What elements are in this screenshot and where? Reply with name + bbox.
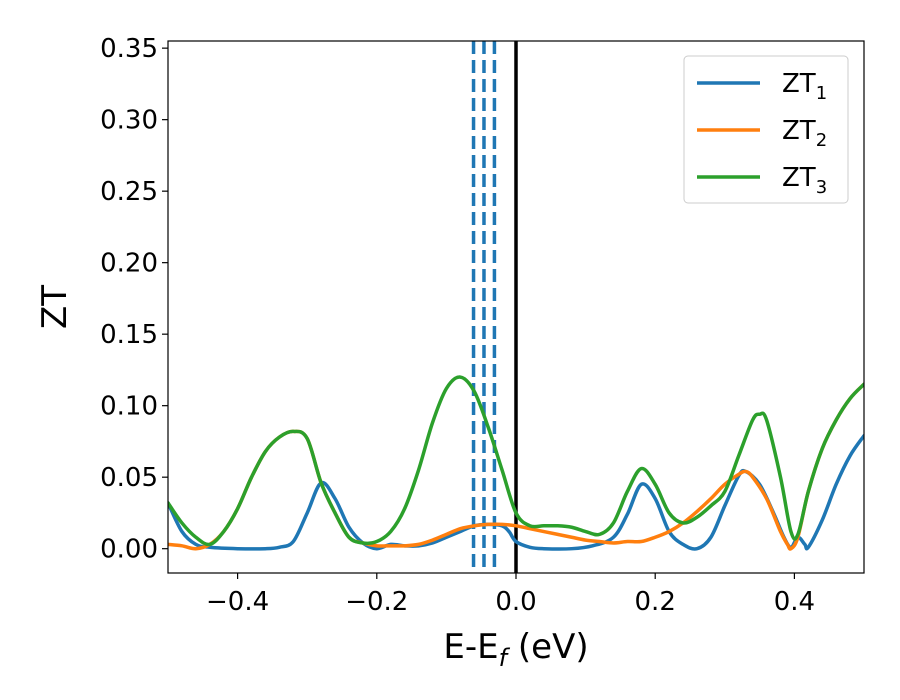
x-tick-label: 0.2	[635, 587, 676, 617]
x-axis-title: E-Ef (eV)	[443, 627, 588, 672]
x-tick-label: −0.4	[206, 587, 269, 617]
y-tick-label: 0.20	[100, 249, 158, 279]
legend-label-zt3: ZT3	[782, 163, 827, 198]
y-tick-label: 0.25	[100, 177, 158, 207]
y-tick-label: 0.05	[100, 463, 158, 493]
x-tick-label: 0.0	[495, 587, 536, 617]
y-tick-label: 0.35	[100, 34, 158, 64]
y-axis-title: ZT	[35, 285, 75, 329]
y-axis: 0.00 0.05 0.10 0.15 0.20 0.25 0.30 0.35	[100, 34, 168, 565]
y-tick-label: 0.15	[100, 320, 158, 350]
legend-label-zt1: ZT1	[782, 69, 827, 104]
y-tick-label: 0.30	[100, 106, 158, 136]
x-axis: −0.4 −0.2 0.0 0.2 0.4	[206, 573, 815, 617]
y-tick-label: 0.00	[100, 535, 158, 565]
legend-label-zt2: ZT2	[782, 116, 827, 151]
legend: ZT1 ZT2 ZT3	[683, 55, 849, 204]
series-line-zt3	[168, 375, 864, 547]
vertical-lines	[471, 41, 518, 573]
legend-box	[683, 55, 849, 204]
x-tick-label: 0.4	[774, 587, 815, 617]
plot-area	[168, 41, 864, 573]
x-tick-label: −0.2	[345, 587, 408, 617]
y-tick-label: 0.10	[100, 392, 158, 422]
series-layer	[168, 375, 864, 551]
